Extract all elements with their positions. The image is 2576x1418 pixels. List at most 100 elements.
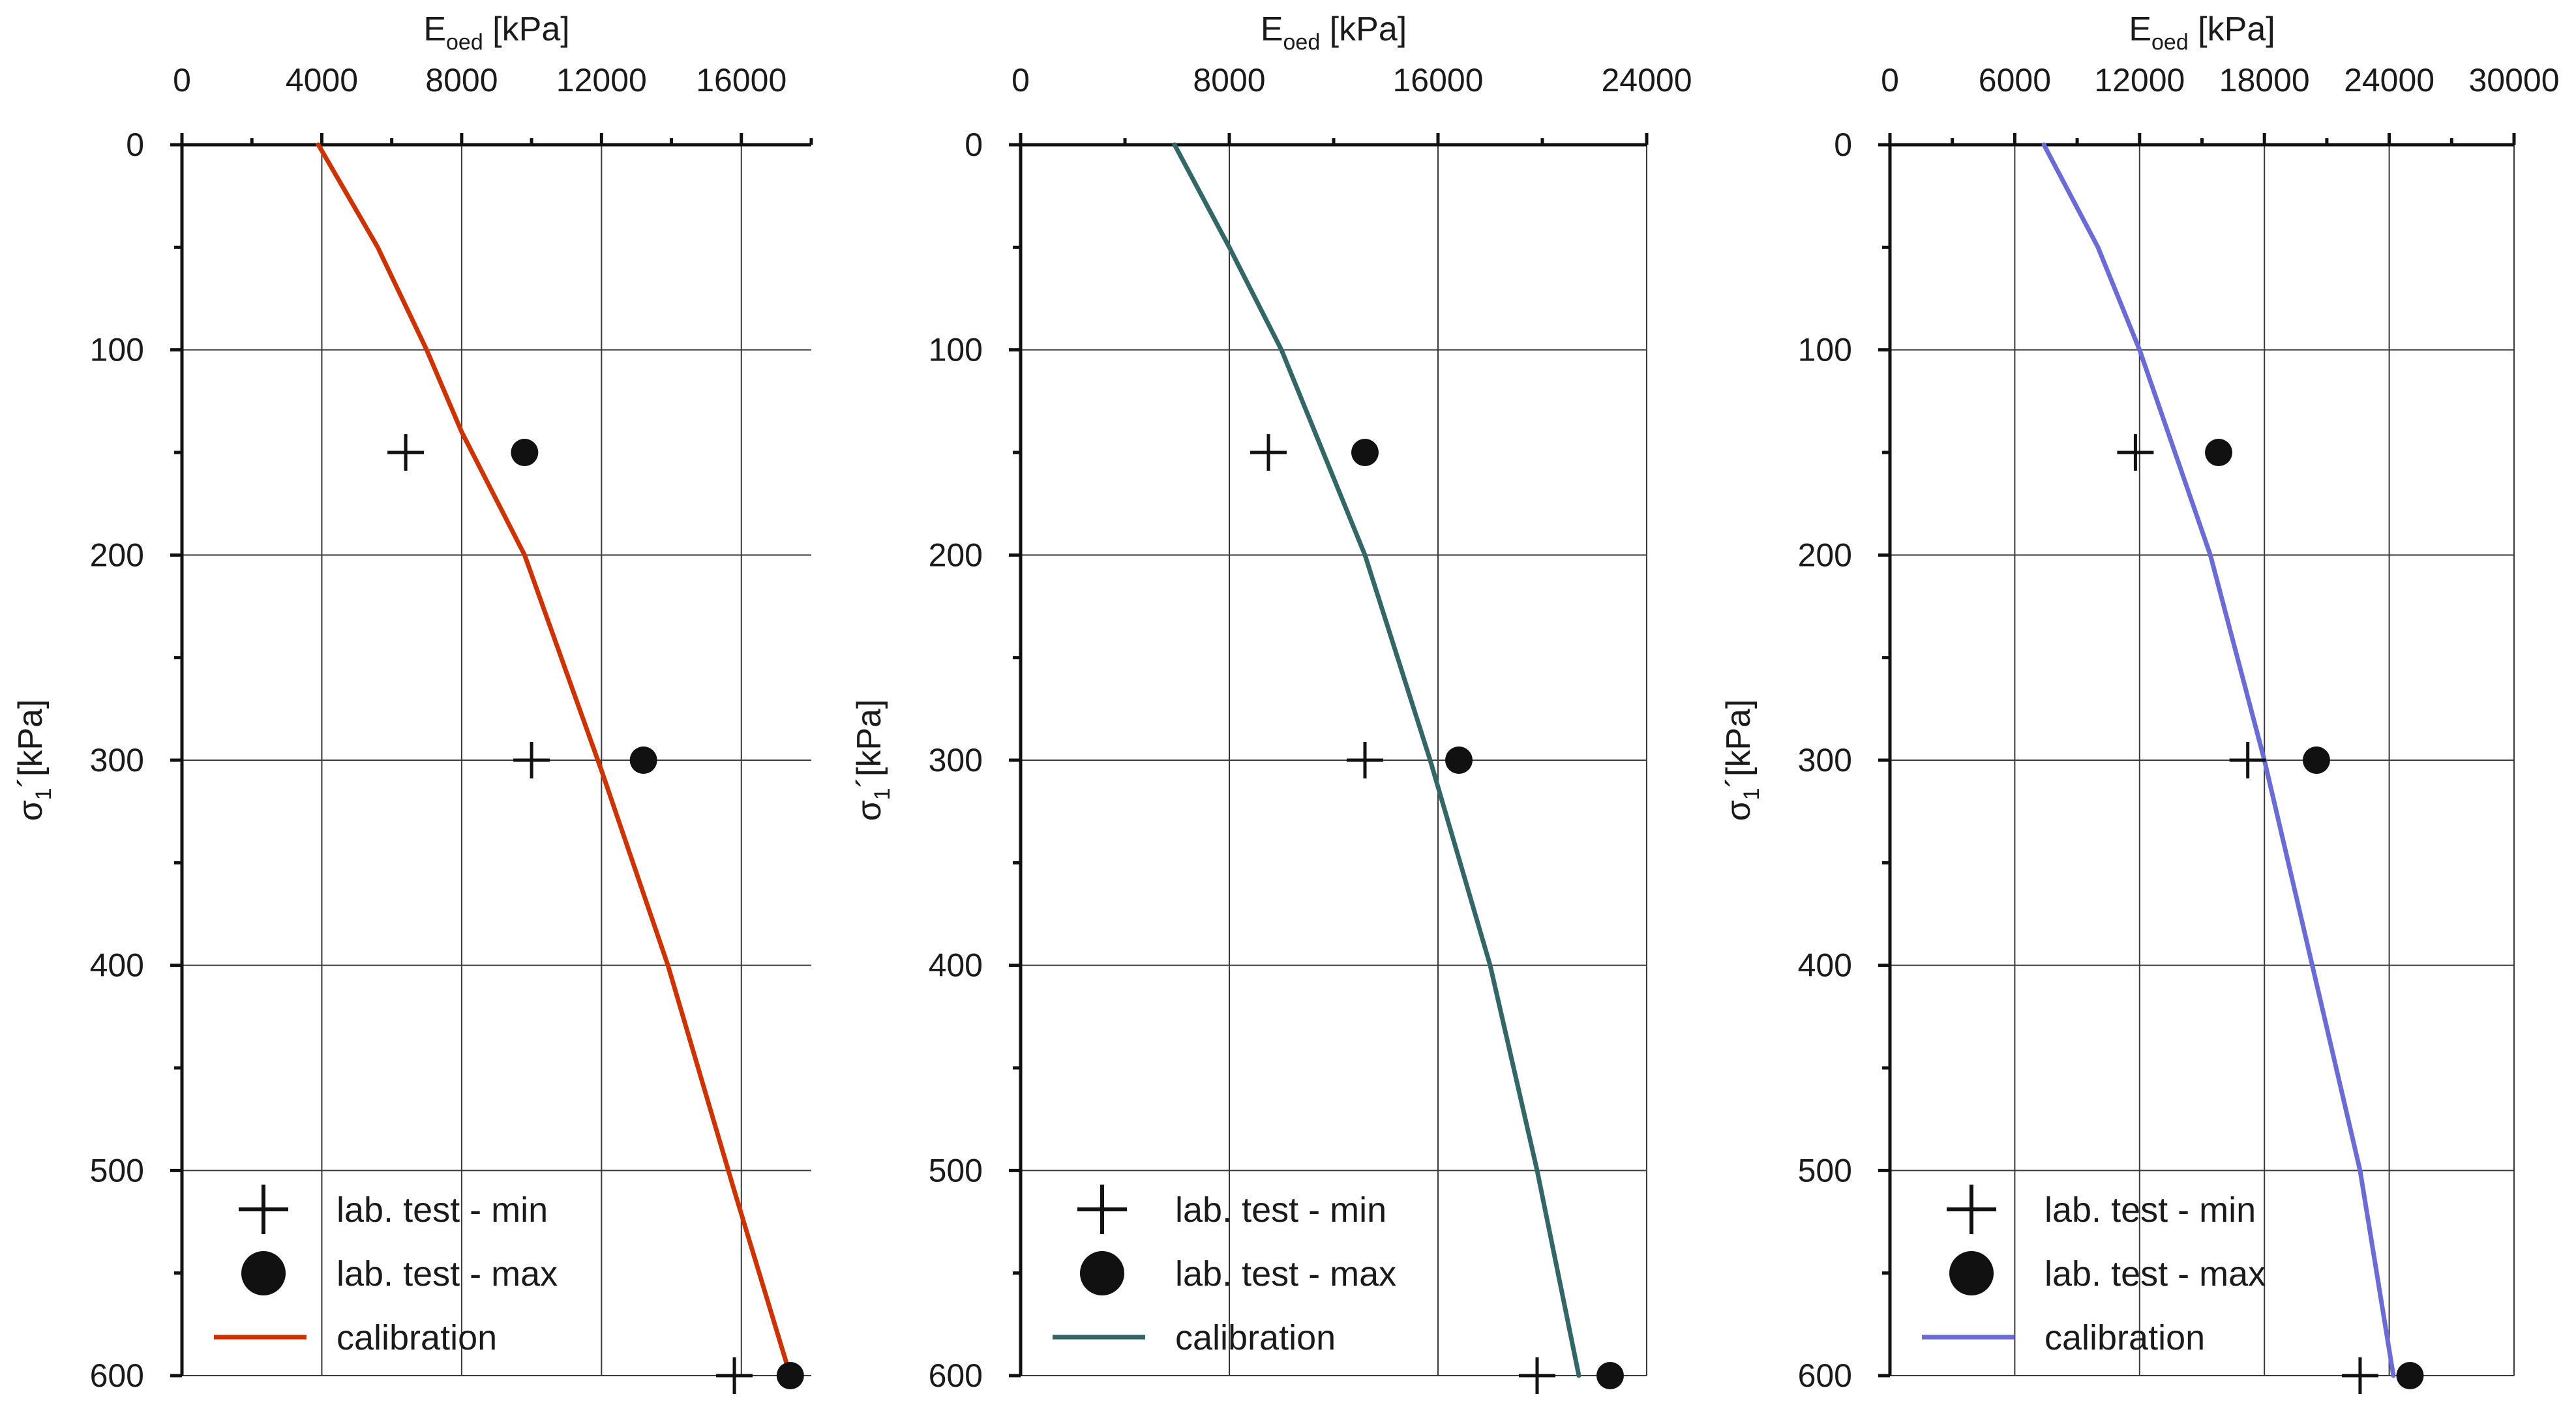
x-tick-label: 8000 [425,62,498,98]
x-axis-title-main: E [423,10,446,48]
chart-panel-2: 0 8000 16000 24000 0 100 200 300 400 500 600 Eoed [… [850,10,1692,1394]
lab-max-marker [2302,746,2330,774]
y-tick-label: 300 [90,742,144,778]
y-tick-label: 400 [90,947,144,984]
x-tick-label: 16000 [696,62,786,98]
y-tick-label: 200 [1798,537,1852,573]
legend-entry-min: lab. test - min [1947,1185,2256,1234]
y-axis-title: σ1´[kPa] [850,700,895,821]
legend-label-max: lab. test - max [1175,1254,1396,1293]
y-tick-label: 200 [90,537,144,573]
calibration-line [2041,142,2396,1378]
lab-max-marker [776,1362,804,1389]
y-axis-title: σ1´[kPa] [12,700,56,821]
calibration-line [316,142,793,1378]
legend: lab. test - min lab. test - max calibratio… [214,1185,558,1357]
y-tick-label: 600 [1798,1357,1852,1394]
legend-entry-calibration: calibration [214,1318,497,1357]
y-axis-title-unit: ´[kPa] [850,700,888,788]
lab-max-marker [1445,746,1473,774]
y-axis-title: σ1´[kPa] [1720,700,1764,821]
y-tick-label: 300 [1798,742,1852,778]
y-tick-label: 500 [929,1152,983,1189]
lab-min-marker [2117,434,2154,471]
lab-min-marker [716,1357,753,1394]
x-tick-label: 24000 [1601,62,1692,98]
y-tick-label: 100 [90,332,144,368]
x-tick-label: 6000 [1979,62,2051,98]
x-axis-title-unit: [kPa] [1320,10,1407,48]
y-axis-title-unit: ´[kPa] [12,700,50,788]
y-axis-title-sub: 1 [31,788,56,800]
x-tick-label: 16000 [1392,62,1483,98]
legend-label-calibration: calibration [1175,1318,1336,1357]
legend-entry-calibration: calibration [1053,1318,1336,1357]
legend-circle [1080,1251,1124,1295]
y-tick-label: 600 [929,1357,983,1394]
y-tick-label: 0 [1834,126,1852,163]
y-tick-label: 300 [929,742,983,778]
legend-circle [1949,1251,1994,1295]
y-tick-label: 100 [1798,332,1852,368]
legend-label-calibration: calibration [2044,1318,2205,1357]
legend-entry-max: lab. test - max [241,1251,558,1295]
lab-min-marker [2229,742,2266,778]
y-tick-label: 0 [965,126,983,163]
chart-panel-3: 0 6000 12000 18000 24000 30000 0 100 200 300 400 50… [1720,10,2560,1394]
legend-entry-max: lab. test - max [1080,1251,1396,1295]
lab-min-marker [1347,742,1383,778]
y-tick-label: 400 [929,947,983,984]
x-tick-label: 30000 [2468,62,2559,98]
lab-min-marker [2341,1357,2378,1394]
x-axis-title-sub: oed [446,30,483,55]
x-tick-label: 24000 [2344,62,2434,98]
y-tick-label: 500 [1798,1152,1852,1189]
calibration-line [1172,142,1581,1378]
x-axis-title-unit: [kPa] [2189,10,2275,48]
legend-entry-max: lab. test - max [1949,1251,2266,1295]
x-tick-label: 18000 [2219,62,2310,98]
legend-entry-min: lab. test - min [239,1185,548,1234]
x-axis-title-main: E [1261,10,1283,48]
y-axis-title-main: σ [850,800,888,821]
legend-entry-calibration: calibration [1922,1318,2205,1357]
y-axis-title-main: σ [12,800,50,821]
x-tick-label: 0 [173,62,191,98]
legend-circle [241,1251,286,1295]
y-axis-title-sub: 1 [1739,788,1764,800]
x-axis-title-main: E [2129,10,2151,48]
x-axis-title-sub: oed [2151,30,2189,55]
x-axis-title-sub: oed [1283,30,1321,55]
lab-max-marker [511,439,539,466]
y-tick-label: 200 [929,537,983,573]
x-axis-title: Eoed [kPa] [2129,10,2275,55]
x-tick-label: 12000 [2094,62,2185,98]
lab-min-marker [1250,434,1287,471]
legend-entry-min: lab. test - min [1077,1185,1386,1234]
x-axis-title-unit: [kPa] [483,10,570,48]
x-tick-label: 12000 [556,62,647,98]
legend-label-min: lab. test - min [1175,1190,1386,1230]
lab-min-marker [513,742,550,778]
chart-panel-1: 0 4000 8000 12000 16000 0 100 200 300 400 500 600 Eo… [12,10,813,1394]
legend-label-min: lab. test - min [337,1190,548,1230]
y-tick-label: 600 [90,1357,144,1394]
x-tick-label: 0 [1011,62,1030,98]
legend-label-max: lab. test - max [2044,1254,2266,1293]
legend: lab. test - min lab. test - max calibratio… [1922,1185,2266,1357]
y-tick-label: 500 [90,1152,144,1189]
x-tick-label: 8000 [1193,62,1265,98]
lab-max-marker [1351,439,1379,466]
x-tick-label: 4000 [286,62,358,98]
lab-max-marker [2396,1362,2424,1389]
legend-label-max: lab. test - max [337,1254,558,1293]
lab-max-marker [629,746,657,774]
legend-label-min: lab. test - min [2044,1190,2256,1230]
x-tick-label: 0 [1881,62,1899,98]
y-axis-title-sub: 1 [870,788,895,800]
legend: lab. test - min lab. test - max calibratio… [1053,1185,1396,1357]
x-axis-title: Eoed [kPa] [1261,10,1407,55]
lab-min-marker [1519,1357,1555,1394]
x-axis-title: Eoed [kPa] [423,10,569,55]
